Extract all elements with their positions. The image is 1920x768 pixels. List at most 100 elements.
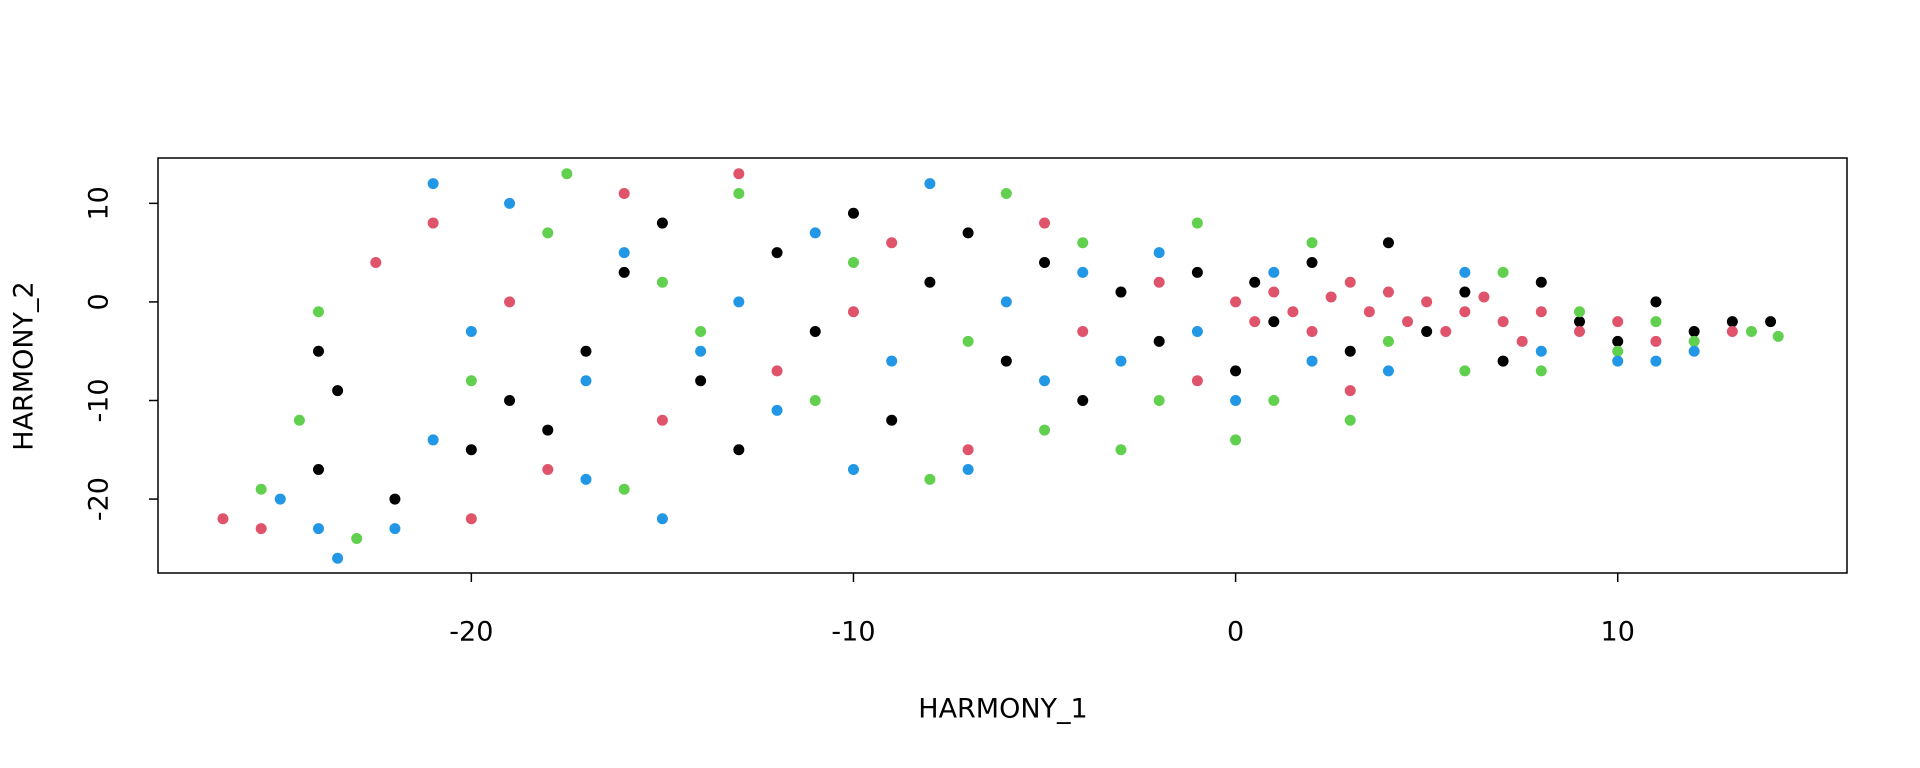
point (389, 493, 401, 505)
point (962, 335, 974, 347)
y-tick-label: -20 (84, 477, 115, 521)
point (1344, 276, 1356, 288)
point (561, 168, 573, 180)
point (1650, 296, 1662, 308)
point (1459, 306, 1471, 318)
point (312, 306, 324, 318)
point (1325, 291, 1337, 303)
point (1745, 325, 1757, 337)
x-tick-label: -10 (831, 617, 875, 648)
point (312, 345, 324, 357)
point (1306, 325, 1318, 337)
point (1039, 424, 1051, 436)
point (1612, 316, 1624, 328)
point (1268, 394, 1280, 406)
point (733, 187, 745, 199)
point (370, 256, 382, 268)
x-tick-label: -20 (449, 617, 493, 648)
point (1306, 355, 1318, 367)
point (618, 187, 630, 199)
y-tick-label: -10 (84, 378, 115, 422)
point (542, 424, 554, 436)
point (809, 394, 821, 406)
point (580, 345, 592, 357)
point (1287, 306, 1299, 318)
point (1688, 335, 1700, 347)
point (962, 463, 974, 475)
point (1077, 266, 1089, 278)
point (1612, 335, 1624, 347)
point (1688, 345, 1700, 357)
y-axis-label: HARMONY_2 (9, 281, 40, 450)
point (1230, 296, 1242, 308)
plot-frame (157, 157, 1848, 574)
point (1574, 306, 1586, 318)
point (1000, 296, 1012, 308)
point (1000, 187, 1012, 199)
point (1459, 365, 1471, 377)
point (1153, 247, 1165, 259)
point (1650, 355, 1662, 367)
point (924, 473, 936, 485)
point (1772, 330, 1784, 342)
point (1115, 286, 1127, 298)
point (962, 227, 974, 239)
point (656, 276, 668, 288)
point (1516, 335, 1528, 347)
point (1688, 325, 1700, 337)
point (1039, 375, 1051, 387)
point (217, 513, 229, 525)
point (847, 256, 859, 268)
point (1115, 444, 1127, 456)
point (1497, 266, 1509, 278)
point (465, 325, 477, 337)
point (1249, 276, 1261, 288)
point (1191, 325, 1203, 337)
point (1191, 375, 1203, 387)
point (1440, 325, 1452, 337)
point (580, 375, 592, 387)
point (542, 227, 554, 239)
point (924, 276, 936, 288)
point (1382, 365, 1394, 377)
point (618, 483, 630, 495)
point (771, 404, 783, 416)
point (332, 385, 344, 397)
x-axis-label: HARMONY_1 (918, 694, 1087, 725)
point (1249, 316, 1261, 328)
point (1650, 335, 1662, 347)
point (1612, 345, 1624, 357)
point (465, 444, 477, 456)
point (1191, 217, 1203, 229)
point (1153, 276, 1165, 288)
point (1268, 286, 1280, 298)
y-tick-label: 0 (84, 293, 115, 310)
point (1612, 355, 1624, 367)
point (1344, 385, 1356, 397)
point (1726, 325, 1738, 337)
point (656, 414, 668, 426)
point (924, 178, 936, 190)
point (656, 217, 668, 229)
point (1153, 394, 1165, 406)
point (1402, 316, 1414, 328)
point (1574, 325, 1586, 337)
point (809, 325, 821, 337)
point (1077, 325, 1089, 337)
point (733, 168, 745, 180)
point (1268, 266, 1280, 278)
point (695, 345, 707, 357)
point (504, 394, 516, 406)
point (1077, 394, 1089, 406)
point (1344, 345, 1356, 357)
point (504, 296, 516, 308)
point (332, 552, 344, 564)
point (1535, 306, 1547, 318)
point (695, 325, 707, 337)
point (427, 217, 439, 229)
point (1726, 316, 1738, 328)
point (886, 414, 898, 426)
point (465, 375, 477, 387)
point (1478, 291, 1490, 303)
